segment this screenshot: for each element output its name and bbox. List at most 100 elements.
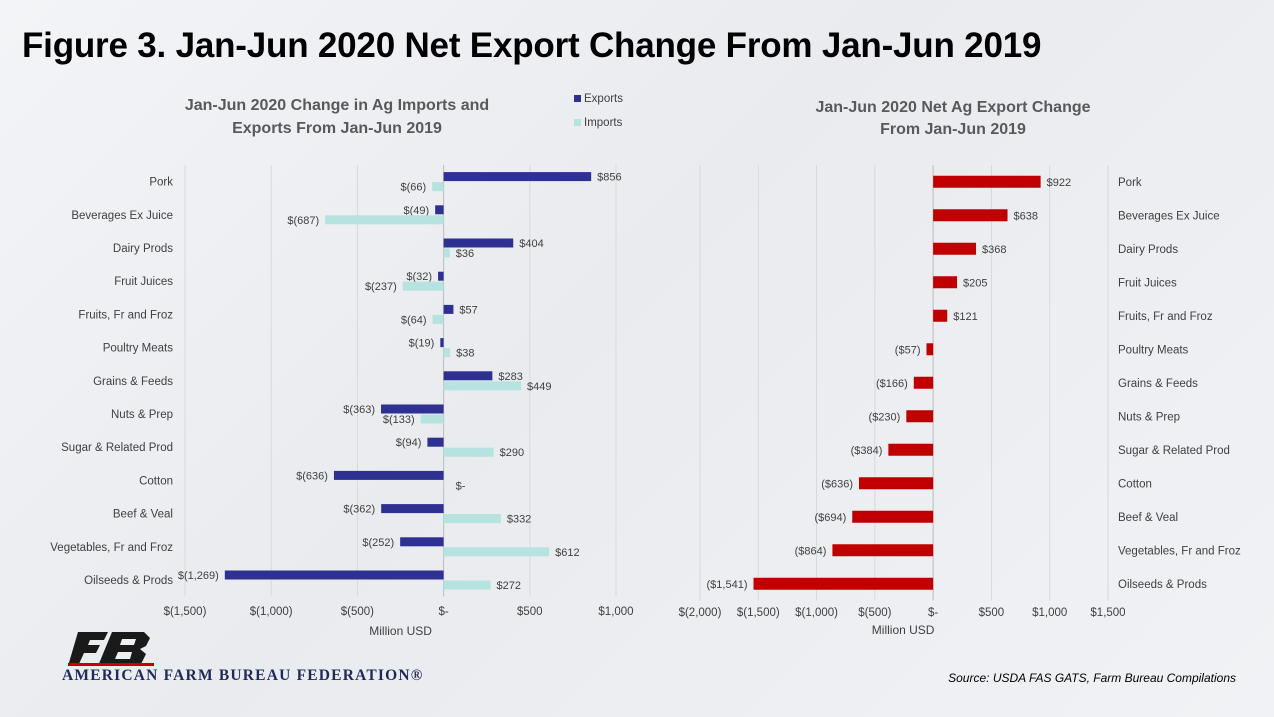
x-tick-label-1-1: $(1,500) [737,607,780,619]
category-label-1-1: Beverages Ex Juice [1118,210,1220,222]
bar-1-0-10 [852,510,934,523]
category-label-1-12: Oilseeds & Prods [1118,579,1207,591]
data-label-1-0-3: $205 [963,277,987,289]
legend-swatch-0-0 [574,95,581,102]
category-label-1-4: Fruits, Fr and Froz [1118,311,1213,323]
category-label-0-3: Fruit Juices [114,276,173,288]
source-note: Source: USDA FAS GATS, Farm Bureau Compi… [948,671,1236,685]
bar-0-1-6 [443,381,522,391]
bar-1-0-3 [933,276,958,289]
data-label-1-0-4: $121 [953,311,977,323]
bar-1-0-12 [753,577,934,590]
bar-0-1-9 [443,480,445,490]
bar-0-0-5 [440,338,444,348]
category-label-1-3: Fruit Juices [1118,277,1177,289]
data-label-0-1-6: $449 [527,381,551,393]
category-label-0-1: Beverages Ex Juice [71,210,173,222]
x-tick-label-1-5: $500 [979,607,1005,619]
bar-0-0-7 [381,404,444,414]
bar-0-1-4 [432,314,444,324]
bar-0-1-10 [443,514,501,524]
bar-0-1-12 [443,580,491,590]
data-label-0-0-3: $(32) [406,271,432,283]
x-tick-label-1-4: $- [928,607,938,619]
data-label-0-0-5: $(19) [409,338,435,350]
bar-0-1-11 [443,547,550,557]
logo-text: AMERICAN FARM BUREAU FEDERATION® [62,667,424,684]
data-label-0-0-0: $856 [597,172,621,184]
bar-1-0-2 [933,242,977,255]
x-tick-label-0-2: $(500) [341,606,374,618]
bar-0-1-0 [432,182,444,192]
bar-1-0-4 [933,309,948,322]
x-tick-label-0-3: $- [438,606,448,618]
category-label-1-5: Poultry Meats [1118,344,1189,356]
data-label-1-0-7: ($230) [869,411,901,423]
bar-0-0-1 [435,205,444,215]
fb-logo-mark-icon [68,632,154,666]
x-tick-label-0-0: $(1,500) [164,606,207,618]
chart-title-1-1: From Jan-Jun 2019 [880,121,1026,138]
bar-1-0-8 [888,443,934,456]
x-tick-label-0-5: $1,000 [598,606,633,618]
category-label-1-11: Vegetables, Fr and Froz [1118,545,1241,557]
data-label-0-1-9: $- [456,480,466,492]
data-label-0-0-2: $404 [519,238,543,250]
data-label-0-1-5: $38 [456,348,474,360]
x-tick-label-1-3: $(500) [858,607,891,619]
data-label-0-0-6: $283 [498,371,522,383]
x-tick-label-1-0: $(2,000) [679,607,722,619]
bar-0-1-3 [402,281,444,291]
bar-1-0-6 [913,376,934,389]
bar-0-1-7 [420,414,444,424]
data-label-1-0-9: ($636) [821,478,853,490]
data-label-0-0-8: $(94) [396,437,422,449]
data-label-0-1-11: $612 [555,547,579,559]
category-label-0-11: Vegetables, Fr and Froz [50,542,173,554]
data-label-1-0-10: ($694) [814,512,846,524]
category-label-0-12: Oilseeds & Prods [84,575,173,587]
data-label-0-1-2: $36 [456,248,474,260]
data-label-1-0-1: $638 [1014,210,1038,222]
bar-1-0-11 [832,544,934,557]
data-label-0-1-0: $(66) [401,182,427,194]
category-label-0-10: Beef & Veal [113,509,173,521]
category-label-1-9: Cotton [1118,478,1152,490]
x-tick-label-1-6: $1,000 [1032,607,1067,619]
bar-1-0-5 [926,343,934,356]
data-label-1-0-5: ($57) [895,344,921,356]
farm-bureau-logo: AMERICAN FARM BUREAU FEDERATION® [62,630,462,686]
bar-0-0-10 [381,504,444,514]
data-label-0-1-10: $332 [507,514,531,526]
bar-0-1-2 [443,248,450,258]
slide-title: Figure 3. Jan-Jun 2020 Net Export Change… [22,26,1042,65]
category-label-1-6: Grains & Feeds [1118,378,1198,390]
x-tick-label-0-1: $(1,000) [250,606,293,618]
data-label-0-0-12: $(1,269) [178,570,219,582]
data-label-0-1-7: $(133) [383,414,415,426]
category-label-1-0: Pork [1118,177,1142,189]
data-label-1-0-8: ($384) [851,445,883,457]
x-axis-title-0: Million USD [369,624,432,638]
data-label-0-0-10: $(362) [343,504,375,516]
data-label-0-0-9: $(636) [296,470,328,482]
category-label-0-4: Fruits, Fr and Froz [78,309,173,321]
data-label-1-0-6: ($166) [876,378,908,390]
chart-title-1-0: Jan-Jun 2020 Net Ag Export Change [815,99,1090,116]
bar-0-0-12 [224,570,444,580]
category-label-1-8: Sugar & Related Prod [1118,445,1230,457]
data-label-0-1-4: $(64) [401,314,427,326]
data-label-1-0-11: ($864) [795,545,827,557]
category-label-0-0: Pork [149,177,173,189]
data-label-0-0-4: $57 [459,304,477,316]
legend-label-0-0: Exports [584,93,623,105]
bar-0-0-0 [443,172,592,182]
category-label-1-10: Beef & Veal [1118,512,1178,524]
bar-0-1-1 [325,215,444,225]
data-label-1-0-2: $368 [982,244,1006,256]
bar-0-0-2 [443,238,514,248]
bar-0-1-8 [443,447,494,457]
data-label-0-1-3: $(237) [365,281,397,293]
